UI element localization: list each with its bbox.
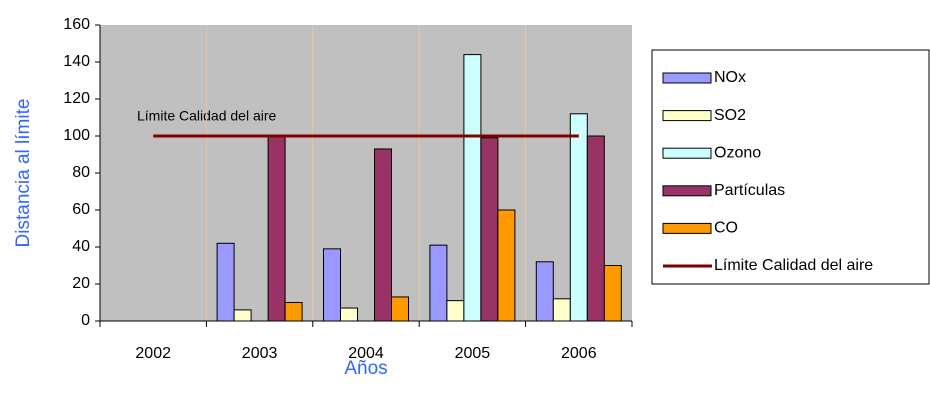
- bar: [480, 137, 499, 322]
- bar: [216, 242, 235, 322]
- legend-swatch: [662, 147, 712, 159]
- bar: [603, 265, 622, 322]
- bar: [586, 135, 605, 322]
- bar: [497, 209, 516, 322]
- legend-label: CO: [714, 220, 738, 237]
- bar: [569, 113, 588, 322]
- y-tick-label: 0: [81, 312, 90, 329]
- y-tick-label: 40: [72, 238, 90, 255]
- x-axis-title: Años: [344, 358, 387, 379]
- bar: [374, 148, 392, 322]
- legend-swatch: [662, 222, 712, 234]
- y-tick-label: 20: [72, 275, 90, 292]
- bar: [446, 300, 465, 322]
- y-tick-label: 60: [72, 201, 90, 218]
- bar: [391, 296, 409, 322]
- legend-swatch: [662, 110, 712, 122]
- x-tick-label: 2006: [561, 345, 597, 362]
- bar: [463, 54, 482, 322]
- y-tick-label: 120: [63, 90, 90, 107]
- legend-swatch: [662, 72, 712, 84]
- x-tick-label: 2002: [135, 345, 171, 362]
- legend-label: Partículas: [714, 182, 785, 199]
- legend-label: Ozono: [714, 144, 761, 161]
- y-tick-label: 140: [63, 53, 90, 70]
- legend-label: SO2: [714, 107, 746, 124]
- bar: [323, 248, 341, 322]
- legend: [651, 49, 930, 285]
- bar: [535, 261, 554, 322]
- bar: [267, 135, 286, 322]
- bar: [233, 309, 252, 322]
- bar: [552, 298, 571, 322]
- y-axis-title: Distancia al límite: [13, 99, 34, 248]
- y-tick-label: 160: [63, 16, 90, 33]
- bar: [284, 302, 303, 322]
- x-tick-label: 2004: [348, 345, 384, 362]
- bar: [340, 307, 358, 322]
- bar: [429, 244, 448, 322]
- legend-swatch: [662, 185, 712, 197]
- x-tick-label: 2005: [455, 345, 491, 362]
- legend-label: NOx: [714, 69, 746, 86]
- x-tick-label: 2003: [242, 345, 278, 362]
- legend-label: Límite Calidad del aire: [714, 257, 873, 274]
- y-tick-label: 100: [63, 127, 90, 144]
- y-tick-label: 80: [72, 164, 90, 181]
